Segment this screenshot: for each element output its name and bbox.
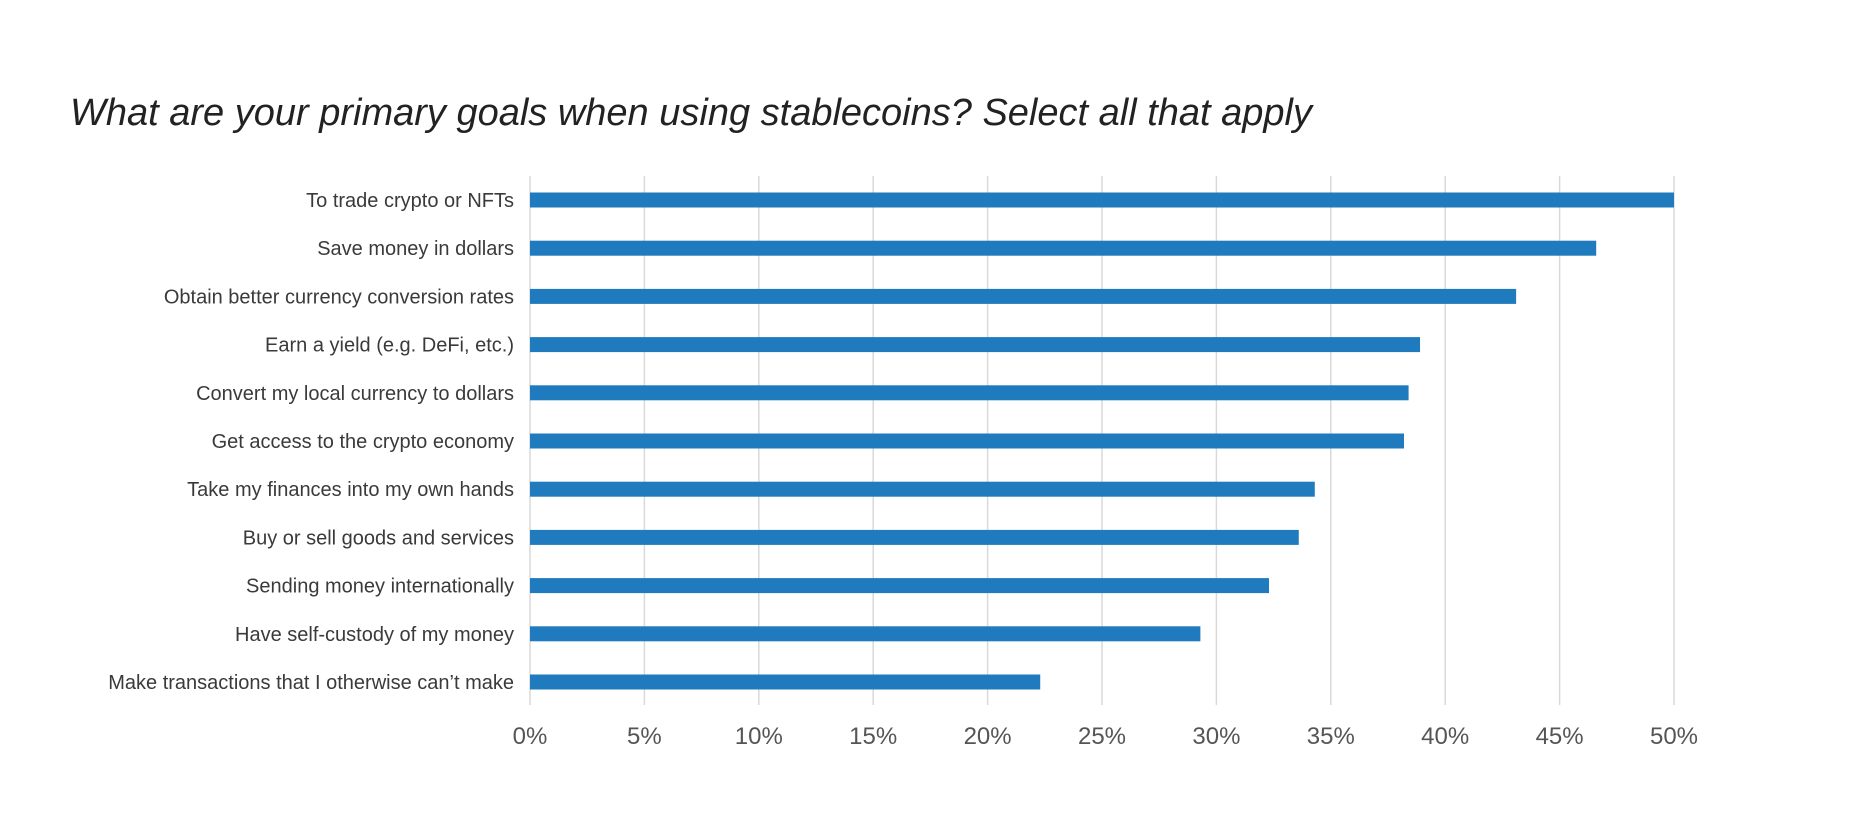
- bars: [530, 192, 1674, 690]
- bar: [530, 240, 1597, 256]
- bar: [530, 626, 1201, 642]
- bar: [530, 674, 1041, 690]
- bar: [530, 385, 1409, 401]
- bar: [530, 578, 1270, 594]
- x-axis-tick-labels: 0% 5% 10% 15% 20% 25% 30% 35% 40% 45% 50%: [513, 723, 1698, 750]
- bar: [530, 288, 1517, 304]
- bar: [530, 529, 1299, 545]
- category-label: Have self-custody of my money: [235, 624, 514, 646]
- category-label: Earn a yield (e.g. DeFi, etc.): [265, 335, 514, 357]
- category-label: Save money in dollars: [317, 238, 514, 260]
- x-tick-label: 20%: [964, 723, 1012, 750]
- category-label: To trade crypto or NFTs: [306, 190, 514, 212]
- x-tick-label: 30%: [1192, 723, 1240, 750]
- x-tick-label: 0%: [513, 723, 548, 750]
- bar: [530, 192, 1674, 208]
- x-tick-label: 45%: [1536, 723, 1584, 750]
- x-tick-label: 5%: [627, 723, 662, 750]
- x-tick-label: 40%: [1421, 723, 1469, 750]
- category-label: Convert my local currency to dollars: [196, 383, 514, 405]
- category-label: Make transactions that I otherwise can’t…: [108, 672, 514, 694]
- x-tick-label: 35%: [1307, 723, 1355, 750]
- category-labels: To trade crypto or NFTs Save money in dol…: [108, 190, 514, 694]
- chart-title: What are your primary goals when using s…: [70, 92, 1312, 134]
- category-label: Obtain better currency conversion rates: [164, 286, 514, 308]
- x-tick-label: 10%: [735, 723, 783, 750]
- category-label: Get access to the crypto economy: [212, 431, 514, 453]
- category-label: Sending money internationally: [246, 576, 514, 598]
- bar: [530, 433, 1405, 449]
- x-tick-label: 25%: [1078, 723, 1126, 750]
- x-tick-label: 50%: [1650, 723, 1698, 750]
- x-tick-label: 15%: [849, 723, 897, 750]
- bar: [530, 337, 1421, 353]
- category-label: Take my finances into my own hands: [187, 479, 514, 501]
- bar: [530, 481, 1315, 497]
- category-label: Buy or sell goods and services: [243, 527, 514, 549]
